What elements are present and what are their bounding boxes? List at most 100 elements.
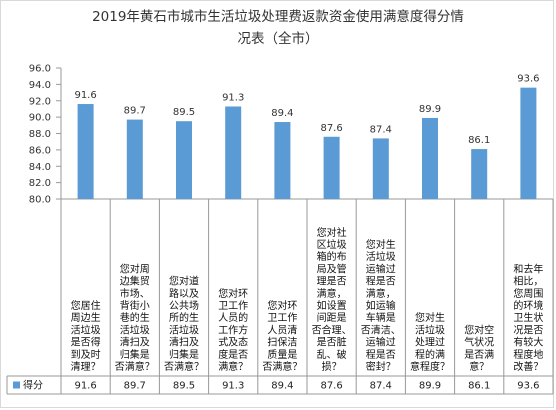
category-label-line: 意？ [469,360,489,373]
category-label-line: 归集是 [120,348,150,361]
category-label-line: 程是否 [366,349,396,361]
category-label-line: 况是否 [513,324,543,336]
table-value-cell: 89.7 [124,381,146,392]
category-label-line: 否满意？ [115,360,155,373]
category-label-line: 活垃圾 [366,250,396,263]
category-label-line: 相比， [513,275,543,288]
bar [520,87,537,199]
table-value-cell: 87.4 [370,381,392,392]
category-label-line: 如运输 [366,299,396,312]
category-label-line: 归集是 [169,348,199,361]
category-label-line: 清扫及 [120,336,150,349]
category-label-line: 周边生 [71,311,101,324]
category-label-line: 清理？ [71,360,101,373]
category-label-line: 卫工作 [218,300,248,312]
bar-value-label: 86.1 [468,135,490,146]
bar [372,138,389,199]
category-label-line: 否合理、 [312,323,352,336]
category-label-line: 程是否 [366,276,396,288]
category-label-line: 改善？ [513,360,543,373]
category-label-line: 卫工作 [267,312,297,324]
bar-value-label: 89.9 [419,104,441,115]
bar-value-label: 91.6 [74,90,96,101]
category-label-line: 边集贸 [120,275,150,288]
table-value-cell: 86.1 [468,381,490,392]
table-value-cell: 91.6 [74,381,96,392]
category-label-line: 满意， [317,287,347,300]
category-label-line: 车辆是 [366,311,396,324]
category-label-line: 活垃圾 [169,323,199,336]
category-label-line: 有较大 [513,336,543,349]
bar [422,117,438,199]
category-label-line: 您对道 [169,275,199,288]
category-label-line: 是否脏 [317,336,347,349]
category-label-line: 质量是 [267,349,297,361]
y-tick-label: 86.0 [29,145,51,156]
bar [274,122,291,199]
y-tick-label: 92.0 [29,96,51,107]
category-label-line: 间距是 [317,311,347,324]
table-value-cell: 91.3 [222,381,244,392]
category-label-line: 路以及 [169,287,199,300]
bar-value-label: 87.6 [320,123,342,134]
legend-label: 得分 [23,380,43,392]
category-label-line: 理是否 [317,276,347,288]
category-label-line: 满意， [366,287,396,300]
category-label-line: 您对生 [366,238,396,251]
category-label-line: 活垃圾 [120,323,150,336]
category-label-line: 所的生 [169,311,199,324]
category-label-line: 如设置 [317,299,347,312]
category-label-line: 乱、破 [317,348,347,361]
category-label-line: 您对空 [464,323,494,336]
category-label-line: 扫保洁 [267,336,297,349]
y-tick-label: 84.0 [29,162,51,173]
table-value-cell: 89.4 [271,381,293,392]
category-label-line: 是否满 [464,349,494,361]
category-label-line: 您居住 [71,299,101,312]
category-label-line: 程度地 [513,348,543,361]
category-label-line: 否满意？ [164,360,204,373]
category-label-line: 程的满 [415,348,445,361]
category-label-line: 卫生状 [513,311,543,324]
chart-title-line-1: 2019年黄石市城市生活垃圾处理费返款资金使用满意度得分情 [92,8,464,25]
bar [176,121,192,199]
chart-title-line-2: 况表（全市） [238,30,319,47]
bar-value-label: 91.3 [222,92,244,103]
category-label-line: 您对环 [218,287,248,300]
category-label-line: 满意？ [218,360,248,373]
category-label-line: 巷的生 [120,311,150,324]
bar-value-label: 93.6 [517,74,539,85]
category-label-line: 到及时 [71,349,101,361]
y-tick-label: 90.0 [29,113,51,124]
category-label-line: 的环境 [513,299,543,312]
category-label-line: 活垃圾 [415,323,445,336]
category-label-line: 公共场 [169,299,199,312]
y-tick-label: 94.0 [29,80,51,91]
bars-layer: 91.6 89.7 89.5 91.3 89.4 87.6 87.4 89.9 86.1 93.6 [74,74,540,199]
y-tick-label: 96.0 [29,64,51,75]
category-label-line: 式及态 [218,336,248,349]
bar-value-label: 89.5 [173,107,195,118]
y-tick-label: 88.0 [29,129,51,140]
category-label-line: 市场、 [120,287,150,300]
category-label-line: 运输过 [366,336,396,349]
category-label-line: 处理过 [415,336,445,349]
category-label-line: 清扫及 [169,336,199,349]
bar-value-label: 89.4 [271,108,293,119]
bar [471,149,488,199]
category-label-line: 人员的 [218,311,248,324]
category-label-line: 您对社 [317,226,347,239]
category-label-line: 箱的布 [317,250,347,263]
bar [77,104,94,199]
category-label-line: 局及管 [317,262,347,275]
